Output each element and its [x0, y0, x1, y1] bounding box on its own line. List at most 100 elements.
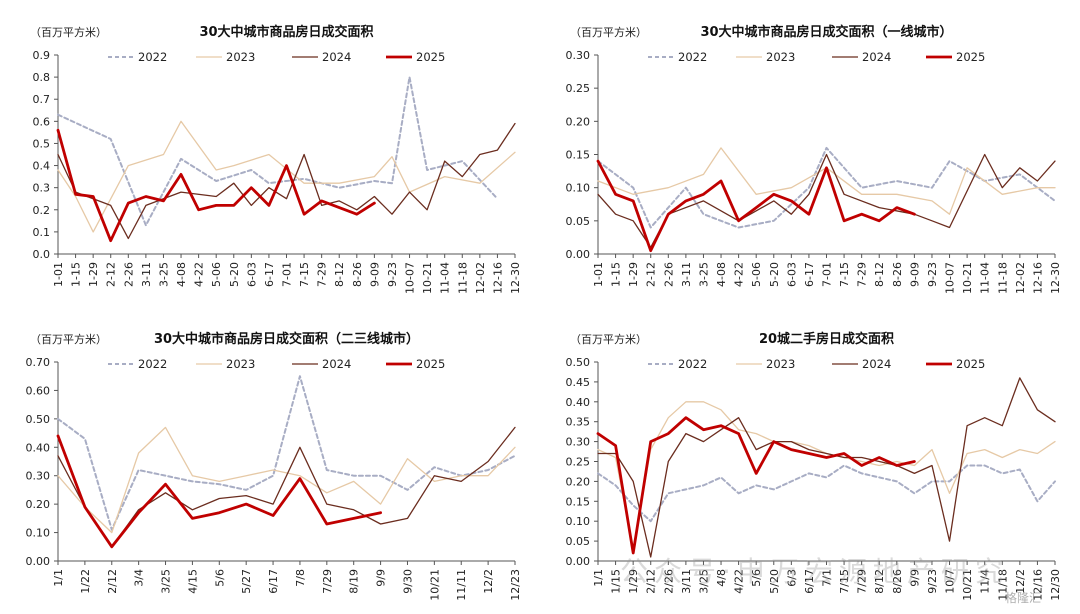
legend-label-2023: 2023 [766, 357, 795, 371]
x-tick-label: 4/8 [715, 569, 728, 587]
y-tick-label: 0.30 [566, 436, 591, 449]
unit-label: （百万平方米） [30, 25, 107, 39]
legend-label-2025: 2025 [956, 357, 985, 371]
x-tick-label: 1/1 [52, 569, 65, 587]
unit-label: （百万平方米） [570, 25, 647, 39]
x-tick-label: 12-16 [1031, 262, 1044, 294]
x-tick-label: 11-18 [456, 262, 469, 294]
x-tick-label: 2-12 [105, 262, 118, 287]
legend-label-2025: 2025 [416, 357, 445, 371]
x-tick-label: 4/15 [186, 569, 199, 594]
x-tick-label: 2/12 [645, 569, 658, 594]
x-tick-label: 6/17 [803, 569, 816, 594]
y-tick-label: 0.00 [26, 555, 51, 568]
y-tick-label: 0.70 [26, 356, 51, 369]
legend-label-2024: 2024 [862, 357, 891, 371]
x-tick-label: 7-15 [838, 262, 851, 287]
y-tick-label: 0.15 [566, 495, 591, 508]
x-tick-label: 5-20 [768, 262, 781, 287]
legend-item-2025: 2025 [926, 357, 985, 371]
x-tick-label: 8-12 [333, 262, 346, 287]
legend-item-2022: 2022 [648, 357, 707, 371]
watermark-corner: 格隆汇 [1005, 591, 1042, 605]
y-tick-label: 0.4 [33, 160, 51, 173]
legend-label-2024: 2024 [322, 50, 351, 64]
x-tick-label: 1/15 [610, 569, 623, 594]
y-tick-label: 0.30 [566, 49, 591, 62]
legend-label-2025: 2025 [956, 50, 985, 64]
x-tick-label: 1-29 [87, 262, 100, 287]
x-tick-label: 7/1 [821, 569, 834, 587]
x-tick-label: 10/21 [961, 569, 974, 601]
y-tick-label: 0.00 [566, 248, 591, 261]
series-line-2022 [597, 146, 1056, 229]
x-tick-label: 8/26 [891, 569, 904, 594]
x-tick-label: 1/29 [627, 569, 640, 594]
x-tick-label: 5-06 [750, 262, 763, 287]
x-tick-label: 5/20 [768, 569, 781, 594]
y-tick-label: 0.8 [33, 71, 51, 84]
x-tick-label: 2/12 [106, 569, 119, 594]
x-tick-label: 10-21 [961, 262, 974, 294]
x-tick-label: 4-08 [175, 262, 188, 287]
series-line-2022 [597, 464, 1056, 523]
legend-item-2023: 2023 [736, 357, 795, 371]
x-tick-label: 3/4 [133, 569, 146, 587]
series-line-2025 [596, 416, 916, 555]
x-tick-label: 7/29 [856, 569, 869, 594]
x-tick-label: 11/11 [455, 569, 468, 601]
x-tick-label: 12-02 [1014, 262, 1027, 294]
x-tick-label: 7/8 [294, 569, 307, 587]
y-tick-label: 0.05 [566, 215, 591, 228]
chart-panel-30-cities: 30大中城市商品房日成交面积 （百万平方米） 2022 2023 2024 2025 0.0… [0, 0, 540, 307]
legend-item-2023: 2023 [196, 357, 255, 371]
x-tick-label: 7-01 [281, 262, 294, 287]
chart-panel-tier23: 30大中城市商品房日成交面积（二三线城市） （百万平方米） 2022 2023 2024… [0, 307, 540, 614]
series-line-2022 [57, 76, 499, 227]
series-line-2023 [57, 120, 516, 233]
x-tick-label: 11-18 [996, 262, 1009, 294]
legend-label-2023: 2023 [226, 357, 255, 371]
series-line-2023 [597, 401, 1056, 550]
x-tick-label: 12-16 [491, 262, 504, 294]
legend-item-2025: 2025 [926, 50, 985, 64]
y-tick-label: 0.25 [566, 82, 591, 95]
legend-item-2023: 2023 [196, 50, 255, 64]
x-tick-label: 3/25 [697, 569, 710, 594]
y-tick-label: 0.1 [33, 226, 51, 239]
x-tick-label: 4/22 [733, 569, 746, 594]
x-tick-label: 2-26 [662, 262, 675, 287]
legend-item-2025: 2025 [386, 357, 445, 371]
series-line-2023 [597, 147, 1056, 215]
x-tick-label: 9-23 [386, 262, 399, 287]
series-line-2025 [56, 434, 383, 549]
x-tick-label: 1-01 [592, 262, 605, 287]
legend-label-2022: 2022 [138, 50, 167, 64]
x-tick-label: 6/3 [785, 569, 798, 587]
chart-title: 30大中城市商品房日成交面积 [199, 24, 373, 40]
x-tick-label: 7/29 [321, 569, 334, 594]
x-tick-label: 1-01 [52, 262, 65, 287]
chart-panel-secondhand: 20城二手房日成交面积 （百万平方米） 2022 2023 2024 2025 0.00 0.… [540, 307, 1080, 614]
x-tick-label: 5/27 [240, 569, 253, 594]
x-tick-label: 7-01 [821, 262, 834, 287]
legend-label-2023: 2023 [766, 50, 795, 64]
legend-label-2022: 2022 [678, 50, 707, 64]
x-tick-label: 5/6 [750, 569, 763, 587]
y-tick-label: 0.45 [566, 376, 591, 389]
x-tick-label: 11/4 [979, 569, 992, 594]
legend-item-2022: 2022 [108, 357, 167, 371]
x-tick-label: 12/23 [509, 569, 522, 601]
chart-title: 30大中城市商品房日成交面积（一线城市） [700, 24, 952, 40]
y-tick-label: 0.10 [26, 527, 51, 540]
x-tick-label: 5-06 [210, 262, 223, 287]
legend-item-2024: 2024 [292, 50, 351, 64]
x-tick-label: 2/26 [662, 569, 675, 594]
y-tick-label: 0.05 [566, 535, 591, 548]
y-tick-label: 0.50 [566, 356, 591, 369]
x-tick-label: 5-20 [228, 262, 241, 287]
legend-label-2025: 2025 [416, 50, 445, 64]
x-tick-label: 10-07 [944, 262, 957, 294]
x-tick-label: 10-07 [404, 262, 417, 294]
x-tick-label: 7-15 [298, 262, 311, 287]
